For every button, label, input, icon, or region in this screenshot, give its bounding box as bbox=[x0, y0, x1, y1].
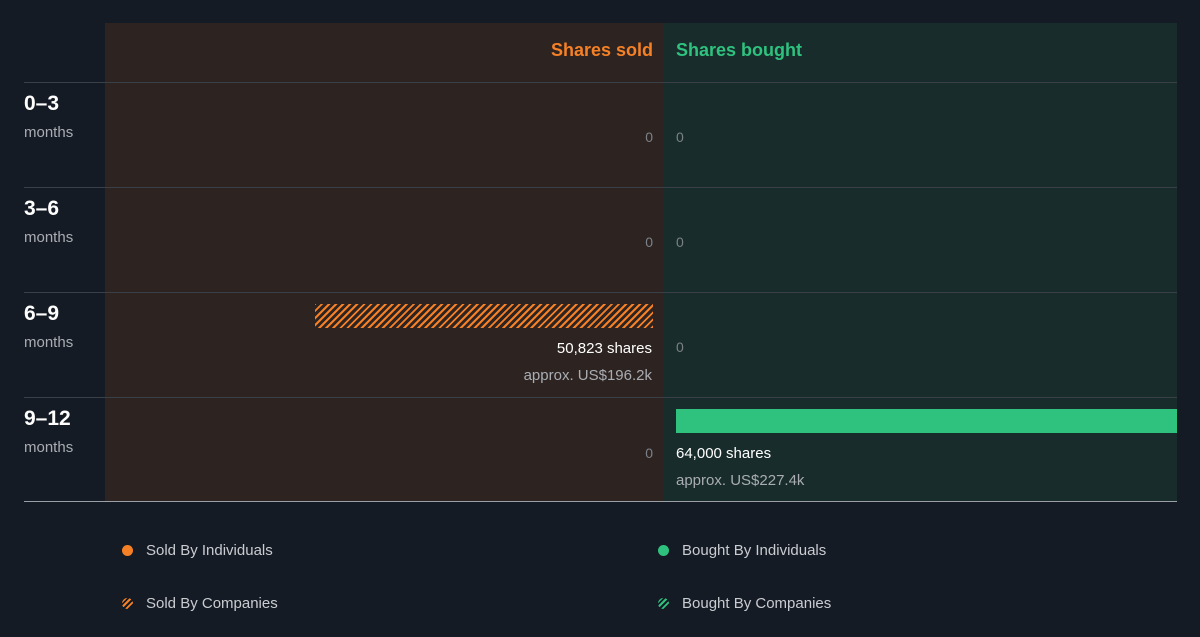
bought-zero-value: 0 bbox=[676, 234, 684, 250]
period-range: 0–3 bbox=[24, 92, 60, 115]
legend-bought-by-companies[interactable]: Bought By Companies bbox=[658, 595, 831, 612]
sold-by-companies-bar[interactable] bbox=[315, 304, 653, 328]
period-row: 3–6 months bbox=[24, 197, 73, 247]
period-unit: months bbox=[24, 124, 74, 141]
bought-shares-label: 64,000 shares bbox=[676, 445, 772, 462]
bought-zero-value: 0 bbox=[676, 129, 684, 145]
row-divider bbox=[24, 397, 1177, 398]
shares-sold-header: Shares sold bbox=[550, 40, 653, 60]
period-row: 0–3 months bbox=[24, 92, 73, 142]
period-range: 9–12 bbox=[24, 407, 71, 430]
shares-bought-header: Shares bought bbox=[676, 40, 803, 60]
row-divider bbox=[24, 82, 1177, 83]
legend-label: Bought By Companies bbox=[682, 595, 832, 612]
bought-zero-value: 0 bbox=[676, 339, 684, 355]
period-unit: months bbox=[24, 439, 74, 456]
orange-dot-icon bbox=[122, 545, 133, 556]
sold-approx-value: approx. US$196.2k bbox=[523, 367, 652, 384]
green-dot-icon bbox=[658, 545, 669, 556]
period-row: 6–9 months bbox=[24, 302, 73, 352]
green-hatch-icon bbox=[658, 598, 669, 609]
orange-hatch-icon bbox=[122, 598, 133, 609]
legend-label: Bought By Individuals bbox=[682, 542, 827, 559]
legend-label: Sold By Individuals bbox=[146, 542, 273, 559]
legend-sold-by-individuals[interactable]: Sold By Individuals bbox=[122, 542, 273, 559]
period-range: 3–6 bbox=[24, 197, 60, 220]
period-unit: months bbox=[24, 334, 74, 351]
shares-sold-panel bbox=[105, 23, 664, 501]
legend-label: Sold By Companies bbox=[146, 595, 278, 612]
period-unit: months bbox=[24, 229, 74, 246]
row-divider bbox=[24, 292, 1177, 293]
chart-baseline bbox=[24, 501, 1177, 502]
sold-zero-value: 0 bbox=[645, 234, 653, 250]
sold-zero-value: 0 bbox=[645, 129, 653, 145]
legend-bought-by-individuals[interactable]: Bought By Individuals bbox=[658, 542, 826, 559]
sold-zero-value: 0 bbox=[645, 445, 653, 461]
period-row: 9–12 months bbox=[24, 407, 73, 457]
row-divider bbox=[24, 187, 1177, 188]
period-range: 6–9 bbox=[24, 302, 60, 325]
bought-by-individuals-bar[interactable] bbox=[676, 409, 1177, 433]
bought-approx-value: approx. US$227.4k bbox=[676, 472, 805, 489]
sold-shares-label: 50,823 shares bbox=[556, 340, 652, 357]
legend-sold-by-companies[interactable]: Sold By Companies bbox=[122, 595, 278, 612]
